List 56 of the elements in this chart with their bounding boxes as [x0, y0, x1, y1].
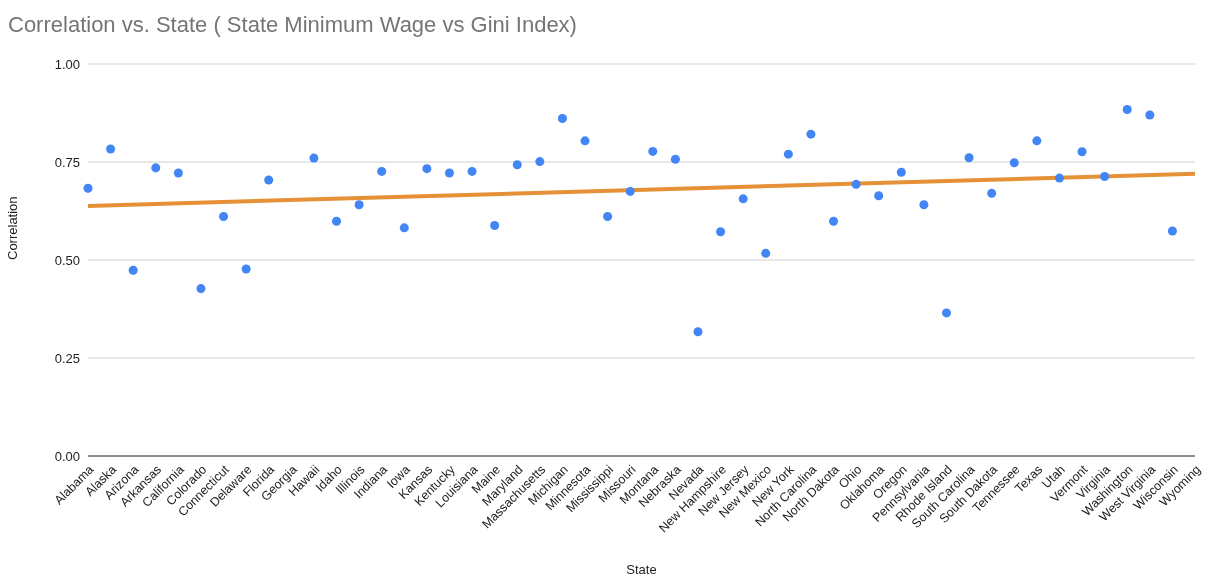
point	[964, 153, 974, 163]
x-axis-title: State	[626, 562, 657, 577]
y-tick-label: 0.00	[54, 448, 80, 464]
point	[896, 167, 906, 177]
point	[941, 308, 951, 318]
point	[1122, 104, 1132, 114]
point	[1032, 136, 1042, 146]
point	[332, 216, 342, 226]
y-axis-title: Correlation	[4, 196, 20, 260]
point	[1054, 173, 1064, 183]
y-tick-label: 0.50	[54, 252, 80, 268]
point	[535, 157, 545, 167]
point	[467, 166, 477, 176]
chart-title: Correlation vs. State ( State Minimum Wage vs Gini Index)	[8, 11, 578, 39]
point	[761, 248, 771, 258]
point	[106, 144, 116, 154]
point	[648, 146, 658, 156]
point	[670, 154, 680, 164]
point	[919, 200, 929, 210]
point	[264, 175, 274, 185]
point	[196, 284, 206, 294]
point	[851, 179, 861, 189]
point	[422, 164, 432, 174]
point	[603, 211, 613, 221]
point	[738, 194, 748, 204]
point	[512, 160, 522, 170]
point	[874, 191, 884, 201]
point	[987, 188, 997, 198]
point	[377, 166, 387, 176]
y-tick-label: 1.00	[54, 56, 80, 72]
point	[1100, 172, 1110, 182]
y-tick-label: 0.25	[54, 350, 80, 366]
point	[806, 129, 816, 139]
point	[625, 186, 635, 196]
point	[354, 200, 364, 210]
y-tick-label: 0.75	[54, 154, 80, 170]
point	[829, 216, 839, 226]
point	[1145, 110, 1155, 120]
point	[1009, 158, 1019, 168]
point	[693, 327, 703, 337]
point	[128, 265, 138, 275]
point	[1167, 226, 1177, 236]
point	[219, 211, 229, 221]
point	[1077, 147, 1087, 157]
point	[783, 149, 793, 159]
point	[151, 163, 161, 173]
point	[241, 264, 251, 274]
point	[83, 183, 93, 193]
point	[490, 221, 500, 231]
point	[444, 168, 454, 178]
point	[399, 223, 409, 233]
point	[309, 153, 319, 163]
point	[716, 227, 726, 237]
point	[580, 136, 590, 146]
point	[173, 168, 183, 178]
point	[557, 113, 567, 123]
